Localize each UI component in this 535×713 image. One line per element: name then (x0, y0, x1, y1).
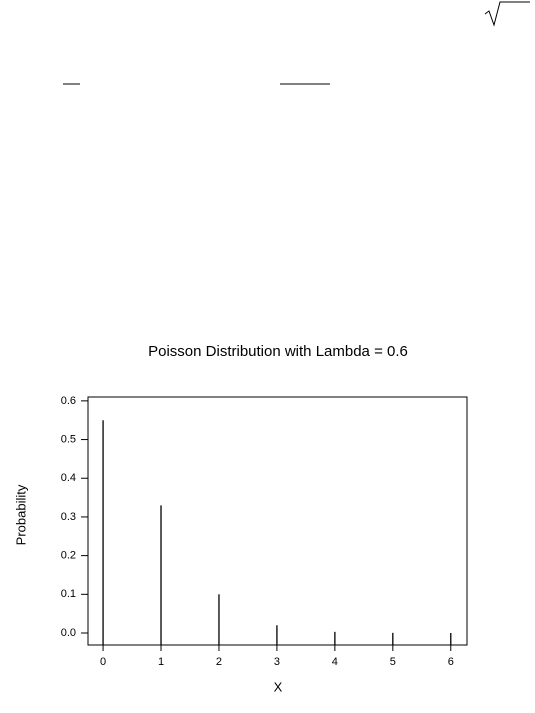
x-tick-label: 1 (158, 656, 164, 668)
y-tick-label: 0.5 (61, 433, 76, 445)
x-tick-label: 6 (448, 656, 454, 668)
y-tick-label: 0.3 (61, 511, 76, 523)
y-tick-label: 0.6 (61, 395, 76, 407)
chart-title: Poisson Distribution with Lambda = 0.6 (148, 343, 408, 360)
x-axis-label: X (274, 679, 283, 694)
x-tick-label: 3 (274, 656, 280, 668)
x-tick-label: 2 (216, 656, 222, 668)
x-tick-label: 4 (332, 656, 338, 668)
sqrt-symbol (484, 1, 530, 27)
y-tick-label: 0.2 (61, 550, 76, 562)
y-tick-label: 0.4 (61, 472, 76, 484)
y-axis-label: Probability (13, 484, 28, 545)
plot-frame (87, 396, 468, 646)
x-tick-label: 0 (100, 656, 106, 668)
y-tick-label: 0.0 (61, 627, 76, 639)
x-tick-label: 5 (390, 656, 396, 668)
y-tick-label: 0.1 (61, 588, 76, 600)
